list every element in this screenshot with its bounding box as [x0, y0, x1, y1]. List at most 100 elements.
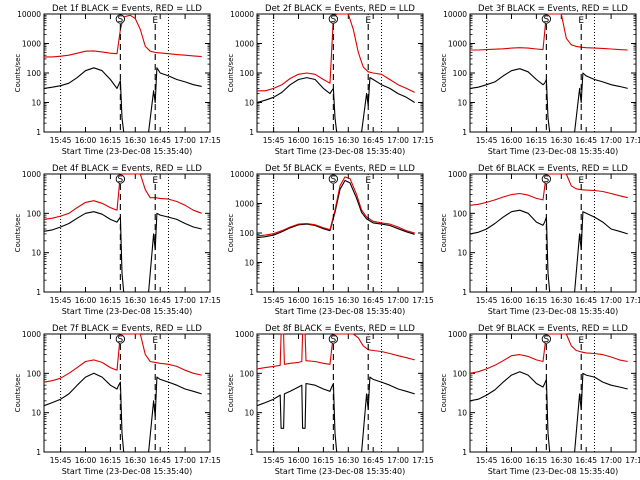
x-tick-label: 16:45	[149, 456, 171, 465]
x-tick-label: 16:45	[575, 136, 597, 145]
x-tick-label: 16:00	[501, 296, 523, 305]
x-tick-label: 16:45	[362, 136, 384, 145]
y-tick-label: 100	[453, 369, 468, 378]
x-tick-label: 16:45	[149, 136, 171, 145]
x-tick-label: 17:15	[625, 456, 640, 465]
events-series-line	[43, 372, 202, 453]
y-tick-label: 1000	[235, 330, 254, 339]
x-tick-label: 16:30	[550, 296, 572, 305]
end-marker-label: E	[578, 176, 584, 186]
panel-title: Det 2f BLACK = Events, RED = LLD	[265, 4, 415, 14]
y-tick-label: 10	[457, 409, 467, 418]
detector-panel-1: Det 1f BLACK = Events, RED = LLD 1 10 100 10…	[14, 4, 221, 156]
y-tick-label: 1	[249, 288, 254, 297]
start-marker-label: S	[331, 15, 337, 25]
x-tick-label: 17:00	[600, 136, 622, 145]
x-tick-label: 16:30	[124, 296, 146, 305]
x-tick-label: 16:00	[501, 136, 523, 145]
detector-panel-3: Det 3f BLACK = Events, RED = LLD 1 10 100 10…	[440, 4, 640, 156]
y-tick-label: 1000	[448, 330, 467, 339]
x-tick-label: 17:00	[387, 136, 409, 145]
y-tick-label: 1000	[235, 40, 254, 49]
y-tick-label: 10000	[230, 170, 254, 179]
plot-frame	[256, 13, 424, 133]
y-tick-label: 10	[244, 409, 254, 418]
y-tick-label: 1000	[235, 200, 254, 209]
y-axis-label: Counts/sec	[440, 374, 448, 413]
x-tick-label: 16:00	[75, 296, 97, 305]
y-tick-label: 10	[244, 99, 254, 108]
start-marker-label: S	[118, 175, 124, 185]
start-marker-circle	[541, 334, 552, 344]
y-tick-label: 1000	[448, 40, 467, 49]
x-tick-label: 16:45	[149, 296, 171, 305]
x-tick-label: 17:00	[600, 296, 622, 305]
y-axis-label: Counts/sec	[14, 214, 22, 253]
x-tick-label: 15:45	[263, 296, 285, 305]
x-tick-label: 16:30	[337, 136, 359, 145]
start-marker-circle	[115, 14, 126, 24]
lld-series-line	[257, 13, 415, 93]
x-tick-label: 16:15	[526, 296, 548, 305]
x-tick-label: 17:00	[174, 296, 196, 305]
x-axis-label: Start Time (23-Dec-08 15:35:40)	[488, 147, 619, 156]
x-tick-label: 16:00	[288, 136, 310, 145]
end-marker-box	[577, 175, 586, 184]
y-tick-label: 10	[244, 259, 254, 268]
end-marker-box	[577, 335, 586, 344]
y-tick-label: 10000	[443, 10, 467, 19]
y-tick-label: 100	[27, 369, 42, 378]
x-tick-label: 17:15	[625, 296, 640, 305]
y-tick-label: 1000	[22, 170, 41, 179]
start-marker-circle	[328, 14, 339, 24]
x-axis-label: Start Time (23-Dec-08 15:35:40)	[488, 307, 619, 316]
x-tick-label: 17:00	[387, 296, 409, 305]
start-marker-circle	[328, 334, 339, 344]
x-tick-label: 16:45	[362, 296, 384, 305]
start-marker-label: S	[544, 175, 550, 185]
x-tick-label: 16:00	[288, 296, 310, 305]
detector-panel-4: Det 4f BLACK = Events, RED = LLD 1 10 100 10…	[14, 164, 221, 316]
plot-frame	[469, 333, 637, 453]
x-tick-label: 15:45	[476, 136, 498, 145]
lld-series-line	[43, 333, 202, 383]
end-marker-label: E	[365, 336, 371, 346]
x-tick-label: 16:30	[124, 136, 146, 145]
x-tick-label: 17:15	[625, 136, 640, 145]
x-tick-label: 16:15	[313, 456, 335, 465]
x-tick-label: 16:30	[337, 456, 359, 465]
x-tick-label: 15:45	[263, 456, 285, 465]
start-marker-label: S	[544, 335, 550, 345]
y-tick-label: 1	[249, 448, 254, 457]
x-tick-label: 16:30	[337, 296, 359, 305]
panel-title: Det 3f BLACK = Events, RED = LLD	[478, 4, 628, 14]
x-tick-label: 15:45	[50, 136, 72, 145]
x-tick-label: 16:45	[362, 456, 384, 465]
y-tick-label: 1	[36, 448, 41, 457]
x-tick-label: 16:30	[124, 456, 146, 465]
events-series-line	[43, 67, 202, 133]
y-tick-label: 100	[453, 69, 468, 78]
y-tick-label: 100	[240, 229, 255, 238]
y-axis-label: Counts/sec	[227, 214, 235, 253]
y-axis-label: Counts/sec	[14, 374, 22, 413]
y-tick-label: 1	[462, 448, 467, 457]
y-tick-label: 1	[249, 128, 254, 137]
panel-title: Det 1f BLACK = Events, RED = LLD	[52, 4, 202, 14]
x-tick-label: 16:15	[100, 296, 122, 305]
x-axis-label: Start Time (23-Dec-08 15:35:40)	[62, 147, 193, 156]
y-axis-label: Counts/sec	[227, 374, 235, 413]
end-marker-box	[364, 175, 373, 184]
end-marker-box	[151, 15, 160, 24]
x-tick-label: 17:15	[199, 136, 221, 145]
lld-series-line	[256, 176, 415, 237]
detector-panel-2: Det 2f BLACK = Events, RED = LLD 1 10 100 10…	[227, 4, 434, 156]
detector-panel-8: Det 8f BLACK = Events, RED = LLD 1 10 100 10…	[227, 324, 434, 476]
end-marker-label: E	[578, 16, 584, 26]
end-marker-label: E	[365, 16, 371, 26]
events-series-line	[256, 77, 415, 133]
start-marker-label: S	[331, 175, 337, 185]
x-axis-label: Start Time (23-Dec-08 15:35:40)	[488, 467, 619, 476]
panel-title: Det 4f BLACK = Events, RED = LLD	[52, 164, 202, 174]
